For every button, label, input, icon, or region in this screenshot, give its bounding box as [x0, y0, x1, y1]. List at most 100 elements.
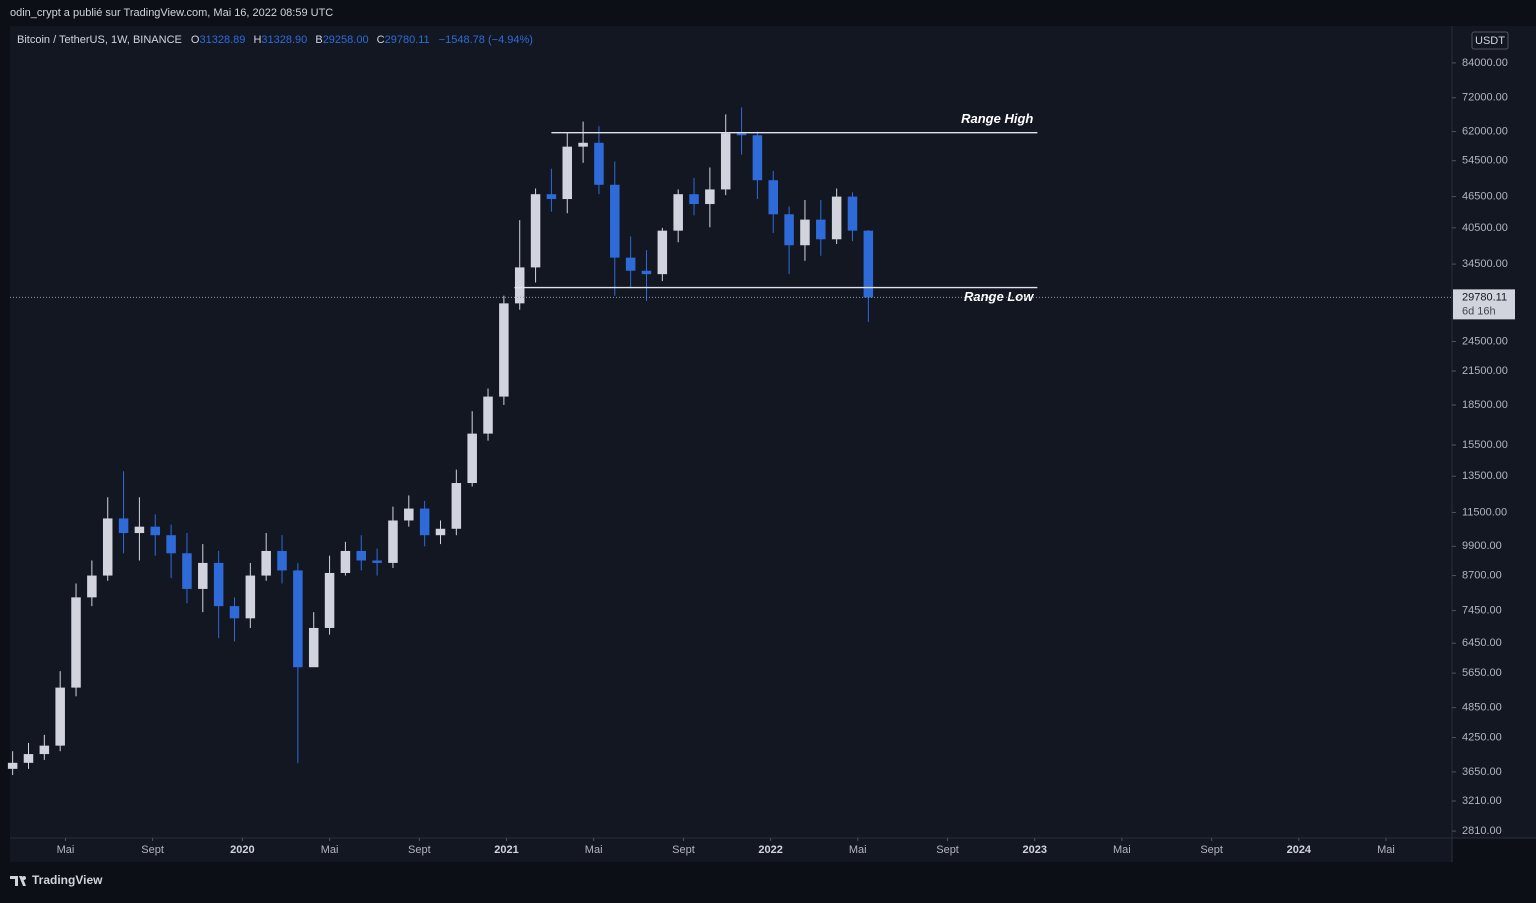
symbol: Bitcoin / TetherUS, 1W, BINANCE [17, 34, 182, 46]
last-price-label: 29780.11 [1462, 291, 1507, 303]
x-tick-label: Sept [141, 844, 164, 856]
ohlc-value: 29780.11 [385, 34, 430, 46]
candle-body [657, 230, 668, 275]
candle-body [625, 257, 636, 271]
x-tick-label: Sept [408, 844, 431, 856]
y-tick-label: 2810.00 [1462, 825, 1502, 837]
y-tick-label: 24500.00 [1462, 335, 1508, 347]
y-tick-label: 72000.00 [1462, 92, 1508, 104]
y-tick-label: 8700.00 [1462, 569, 1502, 581]
x-tick-label: Mai [321, 844, 339, 856]
chart-pane [10, 26, 1452, 838]
x-tick-label: Mai [57, 844, 75, 856]
candle-body [483, 396, 493, 434]
candle-body [356, 550, 367, 561]
candle-body [499, 303, 509, 397]
candle-body [562, 146, 573, 200]
time-axis-pane [10, 838, 1452, 862]
candle-body [7, 762, 18, 769]
x-tick-label: 2024 [1287, 844, 1312, 856]
candle-body [514, 267, 525, 304]
y-tick-label: 54500.00 [1462, 155, 1508, 167]
y-tick-label: 34500.00 [1462, 258, 1508, 270]
candle-body [404, 508, 414, 521]
candle-body [451, 483, 462, 529]
candle-body [863, 230, 874, 298]
ohlc-label: C [377, 34, 385, 46]
x-tick-label: Mai [1377, 844, 1395, 856]
candle-body [71, 597, 81, 688]
candle-body [261, 550, 271, 576]
candle-body [324, 572, 335, 628]
symbol-legend: Bitcoin / TetherUS, 1W, BINANCE O31328.8… [17, 34, 533, 46]
candle-body [467, 433, 477, 484]
candle-body [831, 196, 842, 240]
candle-body [293, 570, 303, 668]
candle-body [134, 526, 145, 534]
countdown-label: 6d 16h [1462, 305, 1496, 317]
y-tick-label: 7450.00 [1462, 605, 1502, 617]
candle-body [816, 219, 826, 240]
candle-body [308, 627, 319, 668]
candle-body [705, 189, 715, 205]
x-tick-label: Mai [585, 844, 603, 856]
y-tick-label: 3650.00 [1462, 766, 1502, 778]
y-tick-label: 62000.00 [1462, 125, 1508, 137]
y-tick-label: 21500.00 [1462, 365, 1508, 377]
currency-box[interactable] [1471, 31, 1509, 50]
candle-body [546, 194, 557, 200]
candle-body [419, 508, 430, 536]
y-tick-label: 9900.00 [1462, 540, 1502, 552]
candle-body [87, 575, 97, 598]
candle-body [150, 526, 161, 536]
candle-body [847, 196, 858, 231]
candle-body [55, 687, 65, 746]
candle-body [768, 180, 779, 215]
candle-body [578, 142, 588, 147]
x-tick-label: Mai [1113, 844, 1131, 856]
candle-body [166, 535, 176, 554]
candle-body [213, 562, 224, 607]
candle-body [372, 560, 382, 563]
candle-body [229, 606, 240, 619]
candle-body [689, 194, 699, 205]
candle-body [245, 575, 256, 619]
x-tick-label: Sept [672, 844, 695, 856]
ohlc-label: H [253, 34, 261, 46]
candle-body [23, 754, 34, 763]
change: −1548.78 (−4.94%) [439, 34, 533, 46]
publisher-line: odin_crypt a publié sur TradingView.com,… [10, 7, 333, 19]
candle-body [182, 553, 192, 589]
candle-body [118, 518, 129, 534]
y-tick-label: 40500.00 [1462, 222, 1508, 234]
range-label: Range High [961, 111, 1033, 126]
candle-body [800, 219, 810, 246]
footer-logo [10, 876, 27, 886]
candle-body [673, 194, 683, 231]
candle-body [610, 184, 620, 258]
y-tick-label: 15500.00 [1462, 439, 1508, 451]
ohlc-label: O [191, 34, 200, 46]
footer-brand: TradingView [32, 873, 103, 887]
x-tick-label: Sept [1200, 844, 1223, 856]
y-tick-label: 84000.00 [1462, 57, 1508, 69]
y-tick-label: 4250.00 [1462, 731, 1502, 743]
candle-body [340, 550, 351, 573]
y-tick-label: 18500.00 [1462, 399, 1508, 411]
y-tick-label: 3210.00 [1462, 795, 1502, 807]
x-tick-label: 2022 [758, 844, 782, 856]
candle-body [530, 194, 541, 268]
x-tick-label: Sept [936, 844, 959, 856]
candle-body [435, 528, 446, 536]
logo-icon [10, 876, 27, 886]
currency: USDT [1475, 35, 1505, 47]
price-axis-pane [1452, 26, 1536, 838]
candle-body [198, 562, 208, 589]
y-tick-label: 5650.00 [1462, 667, 1502, 679]
range-label: Range Low [964, 289, 1034, 304]
last-price-box [1453, 289, 1515, 320]
y-tick-label: 4850.00 [1462, 702, 1502, 714]
ohlc-value: 31328.90 [261, 34, 307, 46]
